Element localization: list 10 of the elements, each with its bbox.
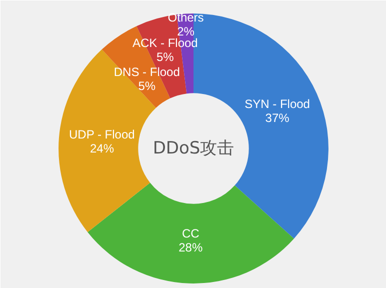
slice-label: CC [182,226,200,240]
data-label: 5% [138,78,156,93]
text: DDoS攻击 [152,138,234,158]
data-label: 5% [156,50,174,64]
slice-label: SYN - Flood [244,97,310,112]
slice-label: DNS - Flood [114,64,180,79]
slice-label: UDP - Flood [68,127,135,142]
data-label: 28% [178,240,203,254]
data-label: 37% [265,111,290,126]
data-label: 24% [90,141,114,156]
